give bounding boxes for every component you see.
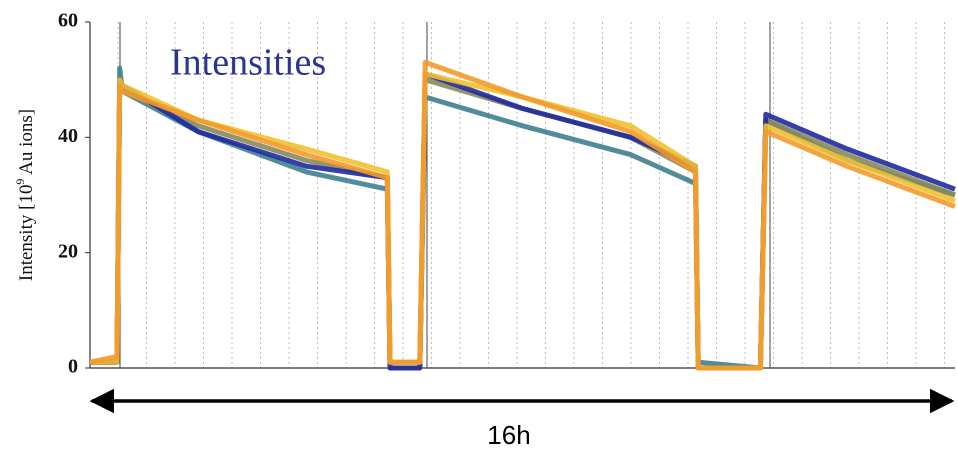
y-tick-label: 20 bbox=[58, 240, 78, 262]
series-line bbox=[90, 71, 956, 371]
y-label-part: Au ions] bbox=[16, 109, 37, 179]
span-label: 16h bbox=[487, 420, 530, 450]
y-tick-label: 60 bbox=[58, 10, 78, 32]
series-line bbox=[89, 59, 956, 371]
series-line bbox=[90, 65, 956, 371]
y-tick-label: 0 bbox=[68, 356, 78, 378]
series-line bbox=[90, 71, 956, 371]
cut-mask bbox=[40, 402, 100, 422]
series-line bbox=[90, 77, 956, 371]
y-tick-label: 40 bbox=[58, 125, 78, 147]
chart-title: Intensities bbox=[170, 42, 326, 84]
y-axis-label: Intensity [109 Au ions] bbox=[13, 109, 38, 281]
y-label-part: Intensity [10 bbox=[16, 185, 37, 282]
y-label-exponent: 9 bbox=[13, 179, 27, 185]
